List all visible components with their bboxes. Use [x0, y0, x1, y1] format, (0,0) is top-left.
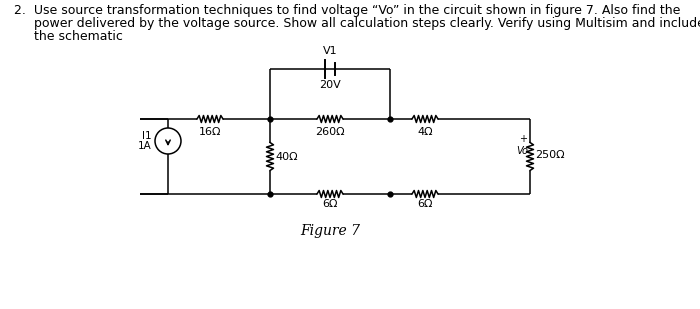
Text: V1: V1 [323, 46, 337, 56]
Text: 250Ω: 250Ω [535, 150, 565, 159]
Text: 40Ω: 40Ω [275, 151, 298, 162]
Text: the schematic: the schematic [14, 30, 123, 43]
Text: I1: I1 [142, 131, 152, 141]
Text: 2.  Use source transformation techniques to find voltage “Vo” in the circuit sho: 2. Use source transformation techniques … [14, 4, 680, 17]
Text: 6Ω: 6Ω [322, 199, 337, 209]
Text: Vo: Vo [516, 146, 528, 156]
Text: power delivered by the voltage source. Show all calculation steps clearly. Verif: power delivered by the voltage source. S… [14, 17, 700, 30]
Text: 20V: 20V [319, 80, 341, 90]
Text: 4Ω: 4Ω [417, 127, 433, 137]
Text: Figure 7: Figure 7 [300, 224, 360, 238]
Text: 1A: 1A [139, 141, 152, 151]
Text: +: + [519, 133, 527, 143]
Text: 260Ω: 260Ω [315, 127, 345, 137]
Text: 16Ω: 16Ω [199, 127, 221, 137]
Text: 6Ω: 6Ω [417, 199, 433, 209]
